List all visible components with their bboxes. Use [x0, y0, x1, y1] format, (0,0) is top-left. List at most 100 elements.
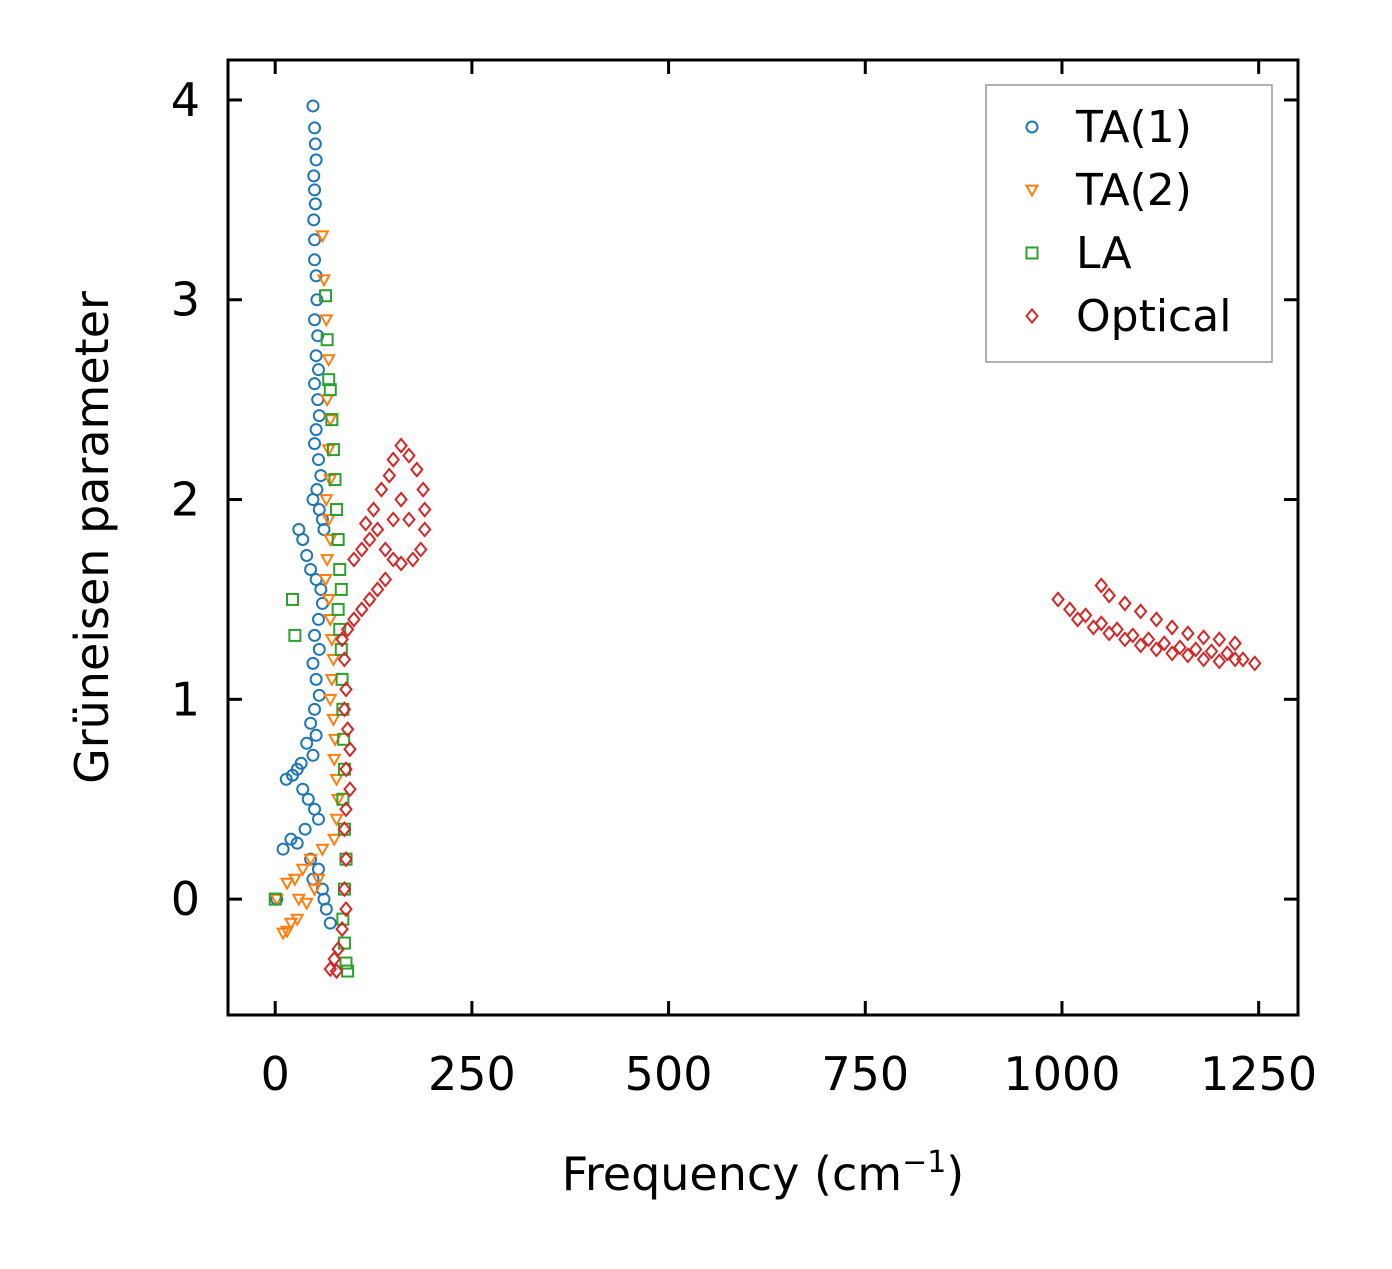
data-point: [306, 99, 320, 113]
data-point: [394, 491, 408, 508]
axis-ticks-layer: 0 250 500 750 1000 1250 0 1 2 3 4: [171, 60, 1317, 1101]
y-tick-label: 1: [171, 672, 200, 726]
data-point: [319, 314, 334, 328]
data-point: [337, 701, 352, 718]
data-point: [1228, 651, 1242, 668]
data-point: [340, 621, 355, 638]
data-point: [306, 493, 320, 507]
data-point: [315, 843, 330, 857]
data-point: [298, 822, 312, 836]
x-axis-label-end: ): [946, 1147, 964, 1201]
data-point: [1086, 619, 1101, 636]
data-point: [323, 614, 338, 627]
data-point: [413, 541, 428, 558]
data-point: [339, 801, 353, 818]
data-point: [324, 673, 340, 687]
y-tick-label: 2: [171, 473, 200, 527]
data-point: [308, 197, 322, 211]
x-tick-label: 0: [261, 1047, 290, 1101]
data-point: [308, 702, 322, 716]
legend-box: [985, 84, 1273, 363]
data-point: [290, 836, 304, 850]
data-point: [1133, 637, 1148, 654]
data-point: [312, 642, 326, 656]
data-point: [406, 551, 420, 568]
data-point: [326, 653, 341, 667]
data-point: [1110, 621, 1124, 638]
data-point: [323, 693, 338, 707]
data-point: [1181, 647, 1195, 664]
data-point: [329, 773, 344, 787]
data-point: [1051, 591, 1065, 608]
data-point: [299, 897, 314, 911]
data-point: [329, 962, 344, 980]
data-point: [307, 883, 322, 897]
data-point: [1102, 625, 1116, 642]
data-point: [354, 601, 369, 618]
data-point: [362, 591, 377, 608]
data-point: [417, 521, 432, 538]
legend-marker: [1025, 307, 1039, 325]
data-point: [296, 532, 310, 546]
data-point: [321, 514, 336, 528]
data-point: [330, 503, 344, 517]
x-axis-label-main: Frequency (cm: [562, 1147, 902, 1201]
data-point: [311, 612, 325, 626]
x-tick-label: 1000: [1003, 1047, 1120, 1101]
data-point: [319, 289, 333, 303]
data-point: [339, 681, 353, 698]
data-point: [295, 863, 310, 877]
data-point: [336, 792, 350, 806]
x-axis-label-superscript: −1: [902, 1145, 946, 1180]
data-point: [331, 532, 345, 546]
data-point: [337, 822, 351, 836]
data-point: [1196, 629, 1211, 646]
data-point: [1165, 619, 1179, 636]
data-point: [1063, 601, 1077, 618]
series-optical: [323, 437, 1262, 980]
data-point: [386, 551, 401, 568]
data-point: [279, 772, 293, 786]
data-point: [286, 592, 300, 606]
data-point: [303, 853, 318, 867]
data-point: [370, 581, 385, 598]
x-tick-label: 250: [428, 1047, 516, 1101]
data-point: [309, 728, 323, 742]
data-point: [354, 541, 369, 558]
data-point: [337, 821, 352, 838]
data-point: [324, 633, 340, 647]
data-point: [1133, 603, 1148, 620]
data-point: [319, 494, 334, 508]
data-point: [362, 531, 377, 548]
data-point: [306, 656, 320, 670]
data-point: [1078, 607, 1093, 624]
legend-marker: [1024, 184, 1040, 198]
data-point: [1212, 631, 1227, 648]
data-point: [339, 852, 353, 866]
data-point: [416, 481, 430, 498]
legend-marker: [1025, 120, 1039, 134]
data-point: [337, 882, 351, 896]
data-point: [339, 761, 353, 778]
data-point: [331, 602, 345, 616]
data-point: [323, 383, 337, 397]
series-ta-2-: [269, 230, 346, 941]
data-point: [306, 748, 320, 762]
data-point: [1247, 655, 1262, 672]
y-axis-label: Grüneisen parameter: [65, 291, 119, 784]
data-point: [326, 713, 341, 727]
legend-label: TA(2): [1075, 165, 1192, 216]
data-point: [307, 169, 321, 183]
data-point: [394, 437, 408, 454]
data-point: [290, 913, 305, 927]
data-point: [327, 753, 342, 767]
data-point: [314, 582, 328, 596]
data-point: [370, 521, 385, 538]
data-point: [276, 842, 290, 856]
series-ta-1-: [270, 99, 337, 930]
data-point: [323, 916, 337, 930]
plot-frame: [226, 58, 1300, 1017]
x-tick-label: 750: [821, 1047, 909, 1101]
legend-marker: [1025, 246, 1039, 260]
data-point: [1157, 635, 1172, 652]
